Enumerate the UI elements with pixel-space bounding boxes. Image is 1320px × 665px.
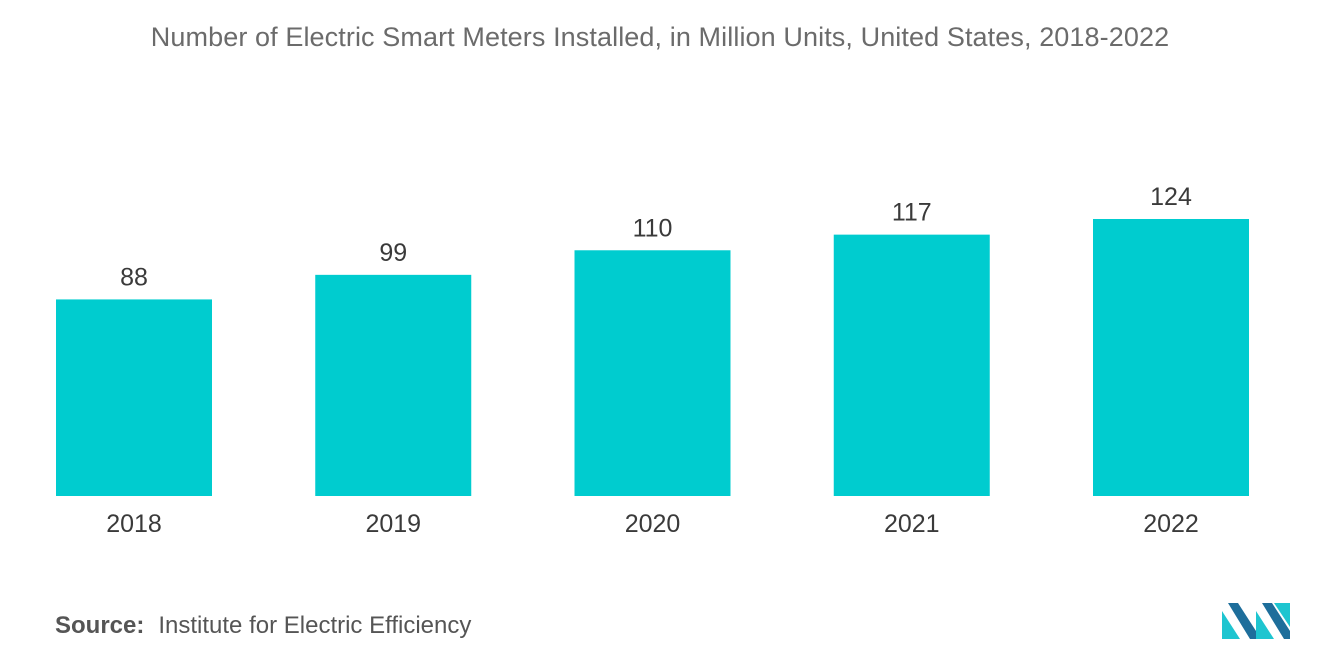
value-label-2018: 88 [120, 263, 148, 291]
bar-2021 [833, 234, 990, 497]
source-key: Source: [55, 612, 145, 639]
x-tick-label-2019: 2019 [365, 510, 421, 538]
bar-2020 [574, 250, 731, 496]
x-tick-label-2018: 2018 [106, 510, 162, 538]
bar-2022 [1093, 219, 1249, 496]
bar-chart: 88 99 110 117 124 2018 2019 2020 2021 2022 [56, 183, 1249, 538]
source-text: Institute for Electric Efficiency [158, 612, 472, 639]
x-tick-label-2021: 2021 [884, 510, 940, 538]
value-labels-group: 88 99 110 117 124 [120, 183, 1192, 291]
source-line: Source: Institute for Electric Efficiency [55, 612, 471, 640]
value-label-2019: 99 [379, 239, 407, 267]
category-labels-group: 2018 2019 2020 2021 2022 [106, 510, 1199, 538]
x-tick-label-2020: 2020 [625, 510, 681, 538]
bars-group [56, 219, 1249, 497]
chart-title: Number of Electric Smart Meters Installe… [150, 22, 1170, 52]
x-tick-label-2022: 2022 [1143, 510, 1199, 538]
bar-2018 [56, 299, 212, 496]
value-label-2020: 110 [633, 214, 673, 242]
value-label-2021: 117 [892, 199, 932, 227]
value-label-2022: 124 [1150, 183, 1192, 211]
bar-2019 [315, 274, 472, 496]
company-logo-icon [1222, 603, 1290, 639]
